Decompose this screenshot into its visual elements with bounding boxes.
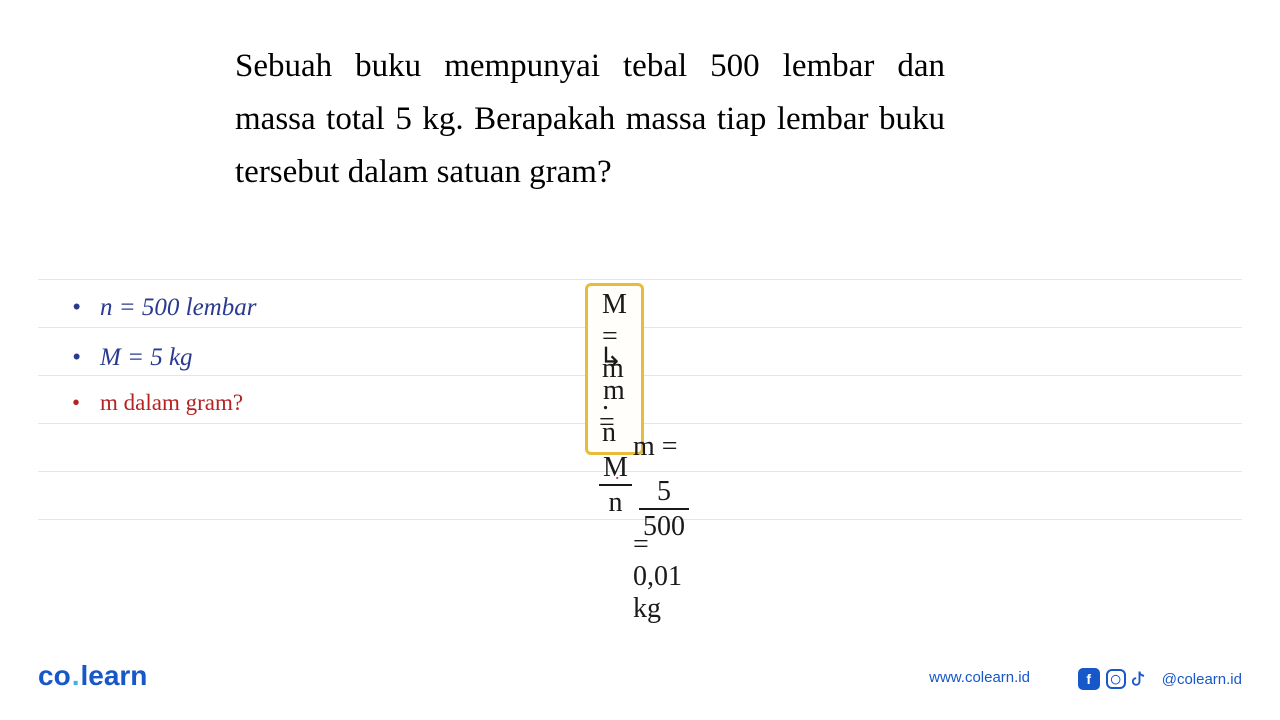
red-dot-mark: .: [615, 463, 620, 484]
given-item-M: • M = 5 kg: [72, 344, 193, 372]
fraction-numerator: 5: [639, 477, 689, 510]
facebook-icon: f: [1078, 668, 1100, 690]
given-item-n: • n = 500 lembar: [72, 294, 256, 322]
bullet-icon: •: [72, 390, 80, 416]
arrow-icon: ↳: [599, 343, 622, 374]
given-var: n: [100, 294, 113, 321]
fraction-denominator: 500: [639, 510, 689, 544]
instagram-icon: ◯: [1106, 669, 1126, 689]
tiktok-icon: [1132, 668, 1152, 690]
question-text: Sebuah buku mempunyai tebal 500 lembar d…: [235, 40, 945, 198]
step-lhs: m =: [599, 375, 625, 438]
fraction-denominator: n: [599, 486, 632, 520]
social-icons: f ◯ @colearn.id: [1078, 668, 1242, 690]
website-url: www.colearn.id: [929, 669, 1030, 686]
given-unit: kg: [169, 344, 193, 371]
bullet-icon: •: [72, 344, 81, 372]
given-item-question: • m dalam gram?: [72, 390, 243, 416]
given-eq: = 5: [121, 344, 169, 371]
derivation-step-3: m = 5 500 = 0,01 kg: [633, 431, 695, 625]
given-unit: lembar: [186, 294, 257, 321]
given-question-text: m dalam gram?: [100, 390, 243, 415]
social-handle: @colearn.id: [1162, 671, 1242, 688]
result-value: 0,01 kg: [633, 561, 682, 624]
colearn-logo: co.learn: [38, 660, 147, 692]
step-lhs: m =: [633, 431, 678, 462]
bullet-icon: •: [72, 294, 81, 322]
fraction: 5 500: [639, 477, 689, 543]
given-eq: = 500: [113, 294, 186, 321]
logo-text-1: co: [38, 660, 71, 691]
rule-line: [38, 279, 1242, 280]
logo-dot: .: [71, 660, 81, 691]
given-var: M: [100, 344, 121, 371]
logo-text-2: learn: [80, 660, 147, 691]
footer: co.learn www.colearn.id f ◯ @colearn.id: [0, 652, 1280, 692]
